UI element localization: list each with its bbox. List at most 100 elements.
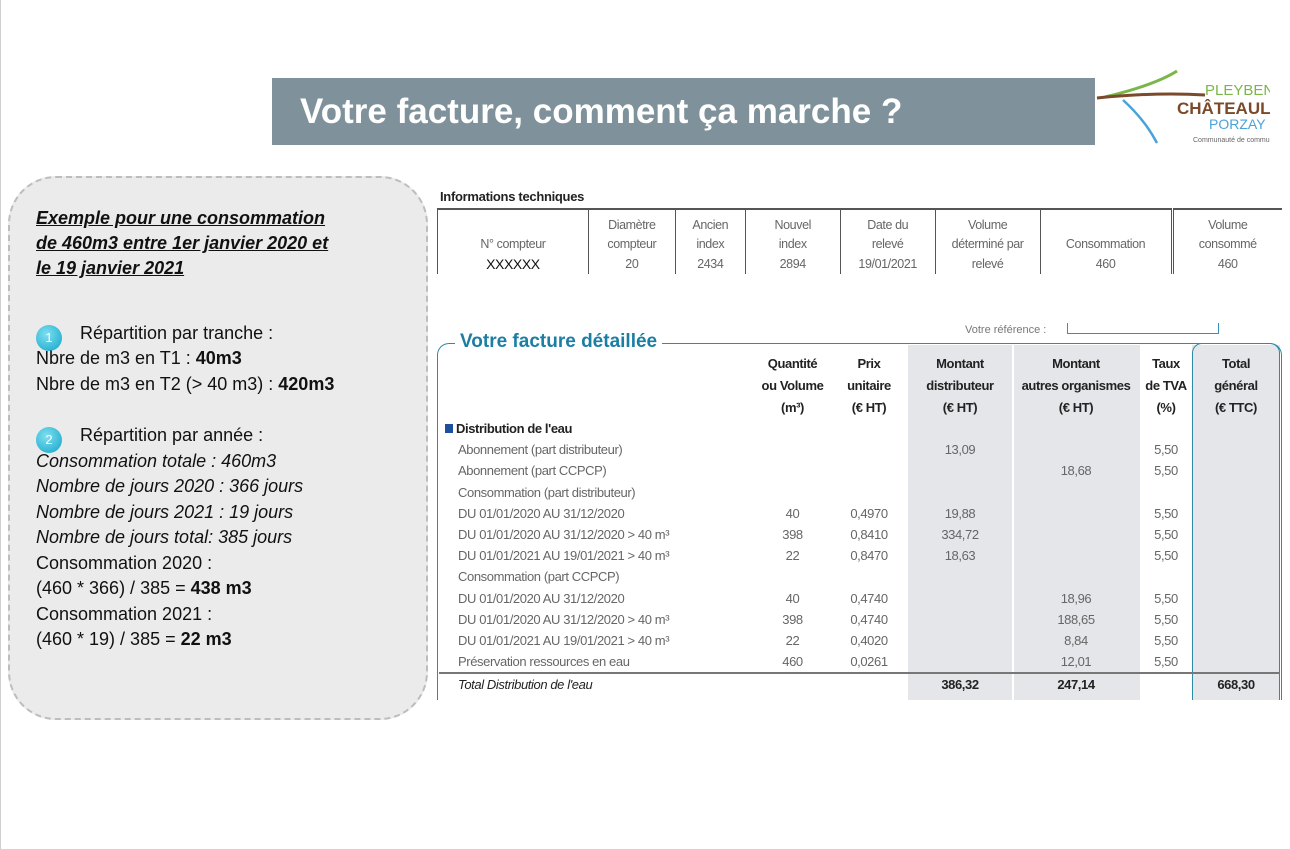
row-value: 0,0261	[850, 654, 888, 670]
svg-text:CHÂTEAULIN: CHÂTEAULIN	[1177, 99, 1270, 118]
shade-col	[908, 345, 1012, 700]
cell	[1140, 672, 1192, 696]
header-cell: Total	[1221, 355, 1251, 371]
row-value	[1012, 545, 1140, 566]
row-label: Préservation ressources en eau	[458, 654, 630, 670]
row-total	[1192, 651, 1280, 673]
row-value: 0,4970	[850, 505, 888, 521]
tech-value: 2434	[674, 254, 746, 274]
calc-line: Nombre de jours 2021 : 19 jours	[36, 502, 294, 522]
header-row: (m³) (€ HT) (€ HT) (€ HT) (%) (€ TTC)	[439, 396, 1280, 418]
row-value: 0,4740	[850, 590, 888, 606]
header-cell: Montant	[936, 355, 984, 371]
total-autres: 247,14	[1012, 672, 1140, 696]
tech-header: Ancien index	[674, 209, 746, 254]
row-value	[1140, 482, 1192, 503]
row-value	[830, 439, 908, 460]
tech-header-line: N° compteur	[480, 237, 546, 251]
row-label: DU 01/01/2020 AU 31/12/2020	[458, 505, 625, 521]
row-label: DU 01/01/2021 AU 19/01/2021 > 40 m³	[458, 632, 670, 648]
row-value: 5,50	[1154, 590, 1178, 606]
header-cell: autres organismes	[1021, 377, 1131, 393]
consumption-2021-label: Consommation 2021 :	[36, 604, 213, 624]
header-cell	[439, 352, 755, 374]
row-value: 5,50	[1154, 527, 1178, 543]
tech-header-line: compteur	[607, 237, 657, 251]
tech-header-line: Ancien	[692, 218, 729, 232]
svg-text:PORZAY: PORZAY	[1209, 116, 1266, 132]
reference-label: Votre référence :	[965, 324, 1047, 336]
cell	[830, 672, 908, 696]
row-value: 40	[785, 590, 800, 606]
cell	[1192, 418, 1280, 439]
step-2-title: Répartition par année :	[80, 425, 264, 445]
total-general: 668,30	[1192, 672, 1280, 696]
header-cell: unitaire	[847, 377, 891, 393]
row-value	[1012, 524, 1140, 545]
row-value	[830, 482, 908, 503]
row-value: 0,8470	[850, 548, 888, 564]
tech-value: 20	[587, 254, 676, 274]
logo: PLEYBEN CHÂTEAULIN PORZAY Communauté de …	[1095, 65, 1288, 147]
row-value: 22	[785, 632, 800, 648]
tech-header-line: Volume	[1208, 218, 1248, 232]
row-value: 334,72	[941, 527, 979, 543]
tech-value: 19/01/2021	[839, 254, 936, 274]
row-label: DU 01/01/2020 AU 31/12/2020 > 40 m³	[458, 527, 670, 543]
tech-header-line: déterminé par	[951, 237, 1024, 251]
detailed-invoice-title: Votre facture détaillée	[455, 331, 663, 353]
tech-info-title: Informations techniques	[440, 189, 585, 204]
row-value: 0,8410	[850, 527, 888, 543]
example-heading: de 460m3 entre 1er janvier 2020 et	[36, 233, 329, 253]
row-value	[908, 566, 1012, 587]
reference-box	[1067, 323, 1219, 334]
tech-header-line: index	[778, 237, 807, 251]
table-row: DU 01/01/2020 AU 31/12/2020 40 0,4740 18,96…	[439, 588, 1280, 609]
row-value: 22	[785, 548, 800, 564]
tech-info-table: N° compteur Diamètre compteur Ancien index No…	[437, 208, 1282, 274]
row-value: 13,09	[944, 442, 976, 458]
row-value	[755, 566, 830, 587]
header-cell: ou Volume	[761, 377, 824, 393]
header-cell: distributeur	[926, 377, 994, 393]
tech-header-line: Consommation	[1065, 237, 1146, 251]
header-cell: Taux	[1152, 355, 1180, 371]
table-row: Consommation (part CCPCP)	[439, 566, 1280, 587]
cell	[1012, 418, 1140, 439]
table-row: Abonnement (part distributeur) 13,09 5,50	[439, 439, 1280, 460]
t2-value: 420m3	[278, 374, 335, 394]
tech-header-line: consommé	[1198, 237, 1257, 251]
tech-header-line: relevé	[871, 237, 904, 251]
row-total	[1192, 524, 1280, 545]
row-value: 398	[782, 527, 803, 543]
row-value: 5,50	[1154, 505, 1178, 521]
header-cell: (€ HT)	[1058, 399, 1094, 415]
header-row: Quantité Prix Montant Montant Taux Total	[439, 352, 1280, 374]
row-total	[1192, 588, 1280, 609]
header-cell: (m³)	[781, 399, 804, 415]
header-cell: (%)	[1156, 399, 1176, 415]
shade-col	[1192, 345, 1280, 700]
row-value	[1012, 482, 1140, 503]
row-value: 5,50	[1154, 632, 1178, 648]
tech-value: relevé	[934, 254, 1041, 274]
row-value: 40	[785, 505, 800, 521]
tech-header-line: Nouvel	[774, 218, 811, 232]
section-title: Distribution de l'eau	[456, 421, 573, 437]
step-2-badge: 2	[36, 427, 62, 453]
section-cell: Distribution de l'eau	[439, 418, 755, 439]
tech-value: 2894	[744, 254, 841, 274]
tech-value: XXXXXX	[437, 254, 589, 274]
step-1-badge: 1	[36, 325, 62, 351]
table-row: DU 01/01/2020 AU 31/12/2020 > 40 m³ 398 0,…	[439, 524, 1280, 545]
row-value: 5,50	[1154, 611, 1178, 627]
row-value: 19,88	[944, 505, 976, 521]
row-value	[908, 609, 1012, 630]
logo-line1: PLEYBEN	[1205, 82, 1270, 99]
total-label: Total Distribution de l'eau	[439, 672, 755, 696]
total-column-box	[1192, 343, 1280, 700]
cell	[1140, 418, 1192, 439]
row-label: Consommation (part distributeur)	[458, 484, 636, 500]
header-cell: Montant	[1052, 355, 1100, 371]
row-value: 5,50	[1154, 654, 1178, 670]
